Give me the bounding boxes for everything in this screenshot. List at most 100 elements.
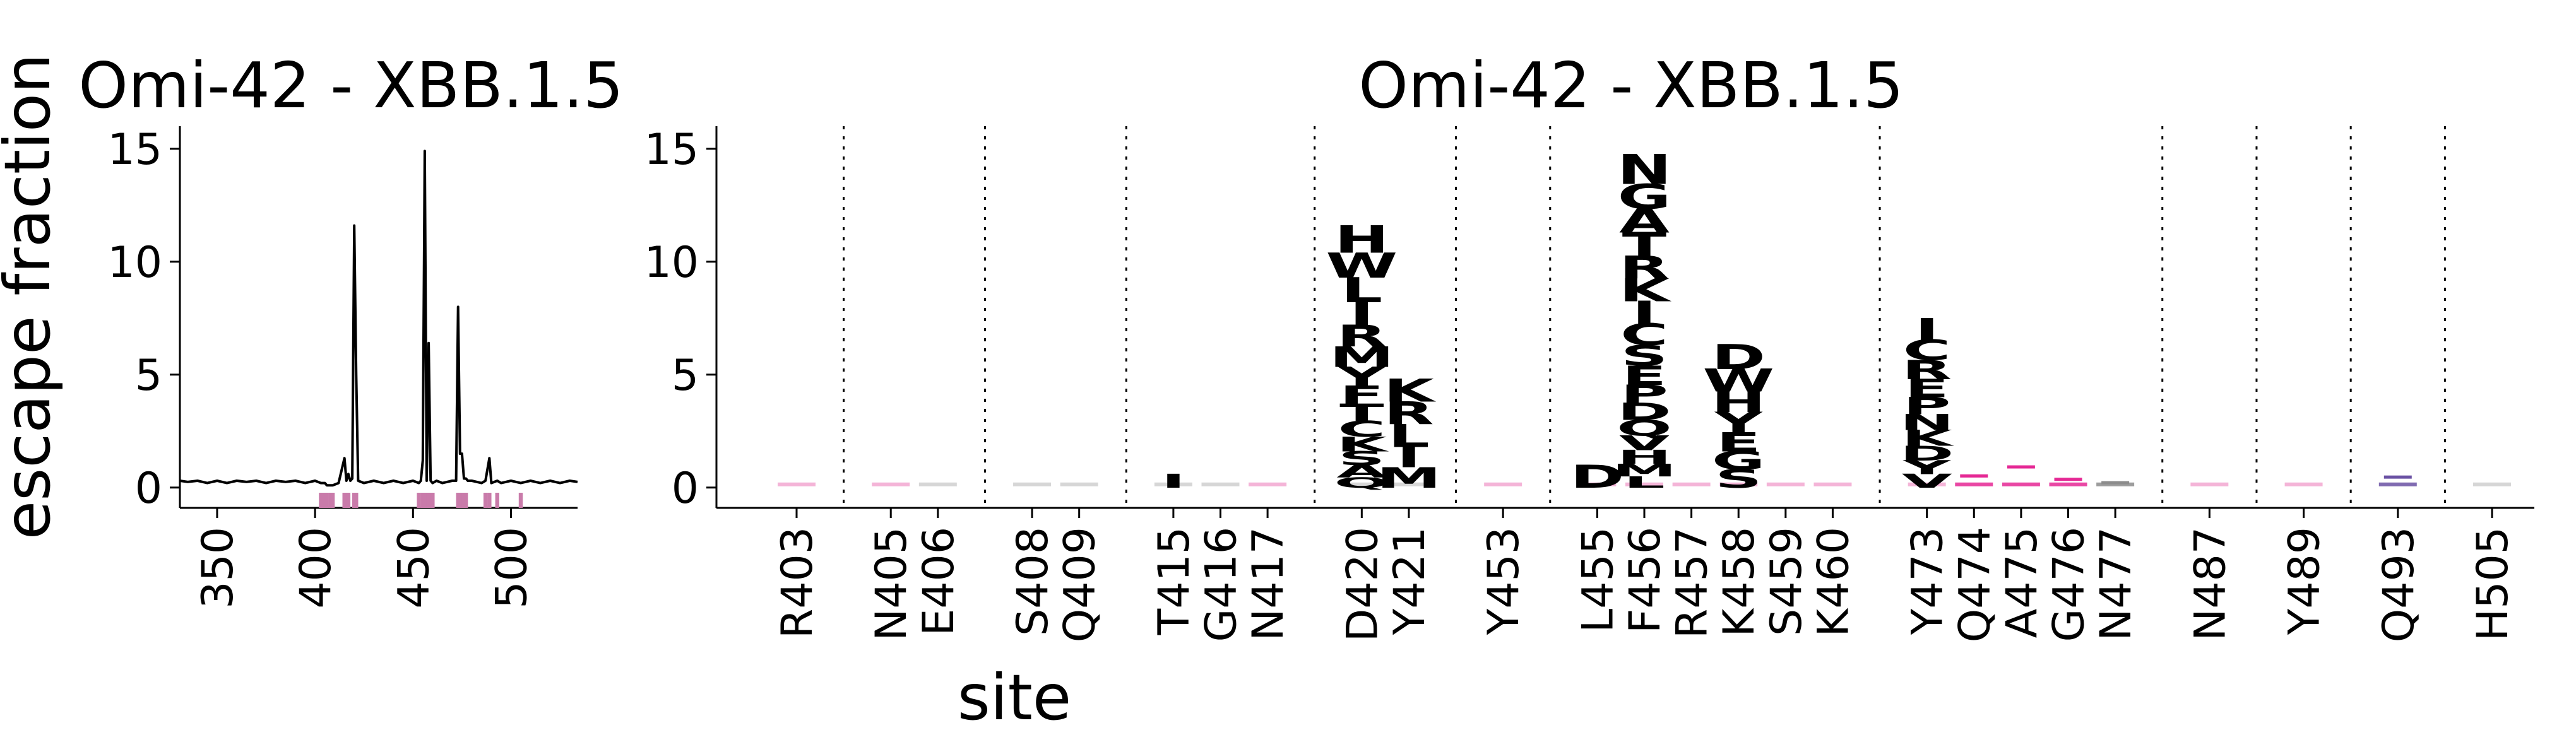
logo-letter: A — [1619, 202, 1670, 240]
baseline-mark — [1672, 482, 1711, 486]
left-y-tick-label: 0 — [135, 464, 162, 514]
left-y-tick-label: 15 — [107, 125, 162, 175]
right-y-tick-label: 15 — [644, 125, 699, 175]
x-axis-label: site — [958, 661, 1072, 734]
right-panel-title: Omi-42 - XBB.1.5 — [1358, 49, 1903, 122]
site-tick-label: Q493 — [2374, 527, 2424, 642]
logo-letter: L — [1623, 473, 1665, 491]
baseline-mark — [2284, 482, 2323, 486]
left-x-tick-label: 450 — [389, 527, 439, 609]
right-y-tick-label: 5 — [672, 351, 699, 401]
site-tick-label: N487 — [2185, 527, 2235, 641]
site-tick-label: Y489 — [2280, 527, 2330, 635]
logo-letter: H — [1711, 385, 1766, 418]
site-tick-label: K458 — [1714, 527, 1764, 637]
baseline-mark — [1249, 482, 1287, 486]
left-y-tick-label: 5 — [135, 351, 162, 401]
site-tick-label: L455 — [1573, 527, 1623, 633]
left-plot-area: 0 5 10 15 350 400 450 500 — [107, 125, 578, 609]
site-highlight-bar — [330, 493, 335, 508]
logo-letter: L — [1388, 418, 1430, 455]
logo-letter: P — [1903, 392, 1951, 420]
small-mark — [2101, 481, 2130, 485]
logo-letter: R — [1337, 319, 1387, 354]
logo-letter: D — [1900, 442, 1954, 466]
baseline-mark — [1955, 482, 1993, 486]
baseline-mark — [1908, 482, 1946, 486]
baseline-mark — [1154, 482, 1192, 486]
baseline-mark — [2378, 482, 2417, 486]
site-highlight-bar — [346, 493, 351, 508]
site-highlight-bar — [487, 493, 492, 508]
logo-letter: V — [1902, 470, 1952, 492]
site-tick-label: G476 — [2045, 527, 2094, 642]
right-y-tick-label: 0 — [672, 464, 699, 514]
logo-letter: Y — [1902, 457, 1951, 479]
logo-letter: F — [1339, 381, 1384, 410]
baseline-mark — [2473, 482, 2511, 486]
small-mark — [2054, 478, 2082, 481]
logo-letter: V — [1619, 432, 1670, 456]
logo-letter: D — [1617, 398, 1671, 425]
logo-letter: G — [1618, 177, 1671, 217]
logo-letter: G — [1712, 447, 1766, 476]
baseline-mark — [918, 482, 957, 486]
baseline-mark — [2002, 482, 2040, 486]
site-tick-label: Y473 — [1903, 527, 1953, 635]
small-mark — [2007, 465, 2035, 469]
logo-letter: I — [1397, 441, 1421, 474]
site-tick-label: A475 — [1997, 527, 2047, 638]
left-y-tick-label: 10 — [107, 238, 162, 288]
logo-letter: N — [1899, 410, 1954, 435]
site-highlight-bar — [430, 493, 435, 508]
logo-letter: M — [1329, 341, 1394, 374]
site-highlight-bar — [495, 493, 499, 508]
baseline-mark — [1813, 482, 1852, 486]
baseline-mark — [1389, 482, 1428, 486]
site-tick-label: K460 — [1808, 527, 1858, 637]
logo-letter: A — [1336, 461, 1387, 481]
logo-letter: K — [1384, 373, 1437, 409]
baseline-mark — [2049, 482, 2087, 486]
logo-letter: C — [1338, 417, 1386, 442]
site-highlight-bar — [518, 493, 523, 508]
logo-letter: S — [1338, 448, 1385, 470]
logo-letter: M — [1612, 461, 1677, 481]
baseline-mark — [1625, 482, 1663, 486]
site-tick-label: F456 — [1620, 527, 1670, 633]
site-tick-label: E406 — [914, 527, 964, 636]
site-tick-label: Q474 — [1950, 527, 2000, 642]
site-tick-label: G416 — [1197, 527, 1247, 642]
logo-letter: M — [1377, 461, 1442, 494]
logo-letter: Y — [1714, 406, 1764, 438]
site-tick-label: H505 — [2468, 527, 2518, 641]
site-highlight-bar — [463, 493, 468, 508]
logo-letter: K — [1336, 433, 1389, 457]
site-tick-label: N477 — [2091, 527, 2141, 641]
site-tick-label: N405 — [867, 527, 917, 641]
site-tick-label: Q409 — [1055, 527, 1105, 642]
logo-letter: W — [1702, 363, 1774, 399]
escape-line — [179, 150, 578, 487]
logo-letter: P — [1620, 380, 1668, 409]
logo-letter: T — [1339, 399, 1384, 426]
logo-letter: I — [1914, 312, 1938, 347]
site-tick-label: T415 — [1149, 527, 1199, 635]
logo-letter: E — [1622, 360, 1666, 391]
logo-letter: I — [1632, 295, 1656, 332]
baseline-mark — [1719, 482, 1758, 486]
site-tick-label: R403 — [773, 527, 822, 638]
right-y-tick-label: 10 — [644, 238, 699, 288]
logo-letter: Y — [1338, 362, 1386, 392]
site-highlight-bar — [324, 493, 329, 508]
site-highlight-bar — [354, 493, 359, 508]
baseline-mark — [1766, 482, 1805, 486]
site-highlight-bar — [483, 493, 488, 508]
baseline-mark — [872, 482, 910, 486]
site-highlight-bar — [319, 493, 323, 508]
logo-letter: R — [1384, 396, 1433, 432]
site-tick-label: S459 — [1762, 527, 1812, 636]
